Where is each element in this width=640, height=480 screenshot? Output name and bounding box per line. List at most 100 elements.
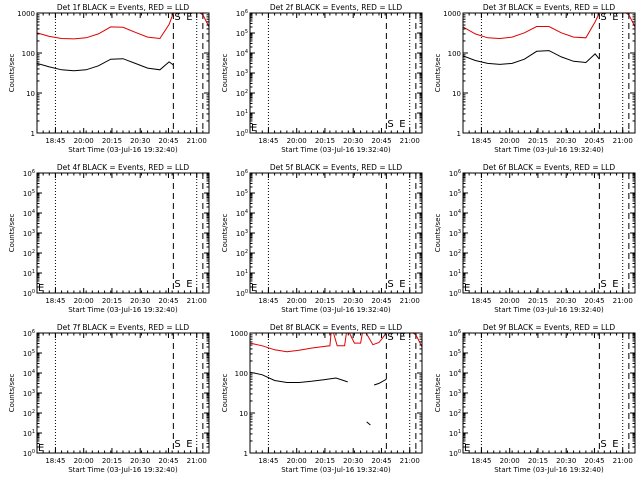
- x-tick-label: 20:45: [584, 297, 604, 305]
- y-axis-label: Counts/sec: [221, 214, 229, 253]
- series-events-line: [37, 58, 174, 72]
- y-tick-label: 100: [449, 289, 461, 298]
- plot-frame: [249, 172, 423, 294]
- x-tick-label: 20:30: [556, 137, 576, 145]
- panel-det-2: Det 2f BLACK = Events, RED = LLD 100 101 10…: [221, 3, 423, 154]
- x-axis-label: Start Time (03-Jul-16 19:32:40): [68, 146, 178, 154]
- x-axis-label: Start Time (03-Jul-16 19:32:40): [494, 306, 604, 314]
- x-axis-label: Start Time (03-Jul-16 19:32:40): [68, 306, 178, 314]
- end-marker-label: E: [612, 279, 618, 290]
- x-axis-label: Start Time (03-Jul-16 19:32:40): [68, 466, 178, 474]
- panel-title: Det 9f BLACK = Events, RED = LLD: [483, 323, 616, 332]
- y-tick-label: 105: [449, 189, 461, 198]
- panel-det-6: Det 6f BLACK = Events, RED = LLD 100 101 10…: [434, 163, 636, 314]
- y-tick-label: 104: [23, 369, 35, 378]
- series-group: [463, 13, 635, 65]
- plot-frame: [462, 172, 636, 294]
- y-tick-label: 103: [449, 229, 461, 238]
- panel-title: Det 4f BLACK = Events, RED = LLD: [57, 163, 190, 172]
- panel-det-9: Det 9f BLACK = Events, RED = LLD 100 101 10…: [434, 323, 636, 474]
- x-tick-label: 21:00: [613, 137, 633, 145]
- y-axis-label: Counts/sec: [8, 214, 16, 253]
- y-tick-label: 1: [457, 130, 461, 138]
- y-tick-label: 1: [31, 130, 35, 138]
- y-tick-label: 104: [449, 369, 461, 378]
- start-marker-label: S: [387, 332, 393, 343]
- x-tick-label: 18:45: [471, 297, 491, 305]
- y-tick-label: 101: [236, 269, 248, 278]
- x-tick-label: 18:45: [45, 457, 65, 465]
- y-tick-label: 101: [23, 269, 35, 278]
- x-tick-label: 21:00: [187, 297, 207, 305]
- y-tick-label: 105: [23, 189, 35, 198]
- panel-title: Det 8f BLACK = Events, RED = LLD: [270, 323, 403, 332]
- x-tick-label: 20:15: [528, 137, 548, 145]
- y-tick-label: 104: [449, 209, 461, 218]
- y-tick-label: 10: [452, 90, 461, 98]
- x-axis-label: Start Time (03-Jul-16 19:32:40): [281, 306, 391, 314]
- start-marker-label: S: [600, 12, 606, 23]
- y-axis-label: Counts/sec: [8, 374, 16, 413]
- panel-det-1: Det 1f BLACK = Events, RED = LLD 1 10 100 10…: [8, 3, 210, 154]
- x-tick-label: 18:45: [258, 457, 278, 465]
- end-marker-label: E: [399, 279, 405, 290]
- y-tick-label: 100: [448, 50, 461, 58]
- x-tick-label: 20:45: [371, 297, 391, 305]
- y-tick-label: 104: [23, 209, 35, 218]
- plot-frame: [36, 332, 210, 454]
- end-marker-label: E: [38, 443, 44, 454]
- x-tick-label: 20:30: [343, 297, 363, 305]
- y-tick-label: 102: [23, 409, 35, 418]
- x-tick-label: 20:30: [556, 297, 576, 305]
- x-tick-label: 18:45: [258, 297, 278, 305]
- series-lld-line: [250, 333, 422, 353]
- plot-frame: [249, 12, 423, 134]
- y-tick-label: 102: [449, 409, 461, 418]
- x-axis-label: Start Time (03-Jul-16 19:32:40): [494, 146, 604, 154]
- x-tick-label: 21:00: [613, 297, 633, 305]
- y-tick-label: 106: [449, 329, 461, 338]
- panel-title: Det 1f BLACK = Events, RED = LLD: [57, 3, 190, 12]
- start-marker-label: S: [387, 279, 393, 290]
- start-marker-label: S: [174, 279, 180, 290]
- x-tick-label: 20:30: [130, 297, 150, 305]
- panel-det-4: Det 4f BLACK = Events, RED = LLD 100 101 10…: [8, 163, 210, 314]
- panel-det-5: Det 5f BLACK = Events, RED = LLD 100 101 10…: [221, 163, 423, 314]
- panel-det-8: Det 8f BLACK = Events, RED = LLD 1 10 100 10…: [221, 323, 423, 474]
- y-axis-label: Counts/sec: [434, 214, 442, 253]
- x-tick-label: 20:30: [130, 137, 150, 145]
- y-tick-label: 106: [23, 169, 35, 178]
- x-tick-label: 20:45: [371, 457, 391, 465]
- y-tick-label: 101: [236, 109, 248, 118]
- y-tick-label: 101: [449, 269, 461, 278]
- y-tick-label: 104: [236, 209, 248, 218]
- x-axis-label: Start Time (03-Jul-16 19:32:40): [281, 466, 391, 474]
- x-tick-label: 20:00: [287, 297, 307, 305]
- end-marker-label: E: [186, 439, 192, 450]
- x-tick-label: 20:15: [102, 457, 122, 465]
- x-tick-label: 20:00: [287, 457, 307, 465]
- x-tick-label: 20:45: [158, 137, 178, 145]
- y-tick-label: 101: [23, 429, 35, 438]
- plot-frame: [462, 12, 636, 134]
- x-tick-label: 20:00: [74, 297, 94, 305]
- x-tick-label: 20:00: [500, 457, 520, 465]
- x-tick-label: 20:00: [74, 457, 94, 465]
- y-tick-label: 1000: [230, 330, 248, 338]
- x-tick-label: 20:15: [315, 297, 335, 305]
- x-tick-label: 20:15: [315, 457, 335, 465]
- y-tick-label: 100: [22, 50, 35, 58]
- end-marker-label: E: [251, 283, 257, 294]
- x-tick-label: 18:45: [45, 137, 65, 145]
- x-tick-label: 20:00: [74, 137, 94, 145]
- y-tick-label: 100: [23, 449, 35, 458]
- end-marker-label: E: [464, 283, 470, 294]
- y-tick-label: 1000: [443, 10, 461, 18]
- plot-frame: [36, 172, 210, 294]
- x-tick-label: 20:30: [556, 457, 576, 465]
- end-marker-label: E: [399, 332, 405, 343]
- y-tick-label: 1: [244, 450, 248, 458]
- panel-title: Det 3f BLACK = Events, RED = LLD: [483, 3, 616, 12]
- x-axis-label: Start Time (03-Jul-16 19:32:40): [281, 146, 391, 154]
